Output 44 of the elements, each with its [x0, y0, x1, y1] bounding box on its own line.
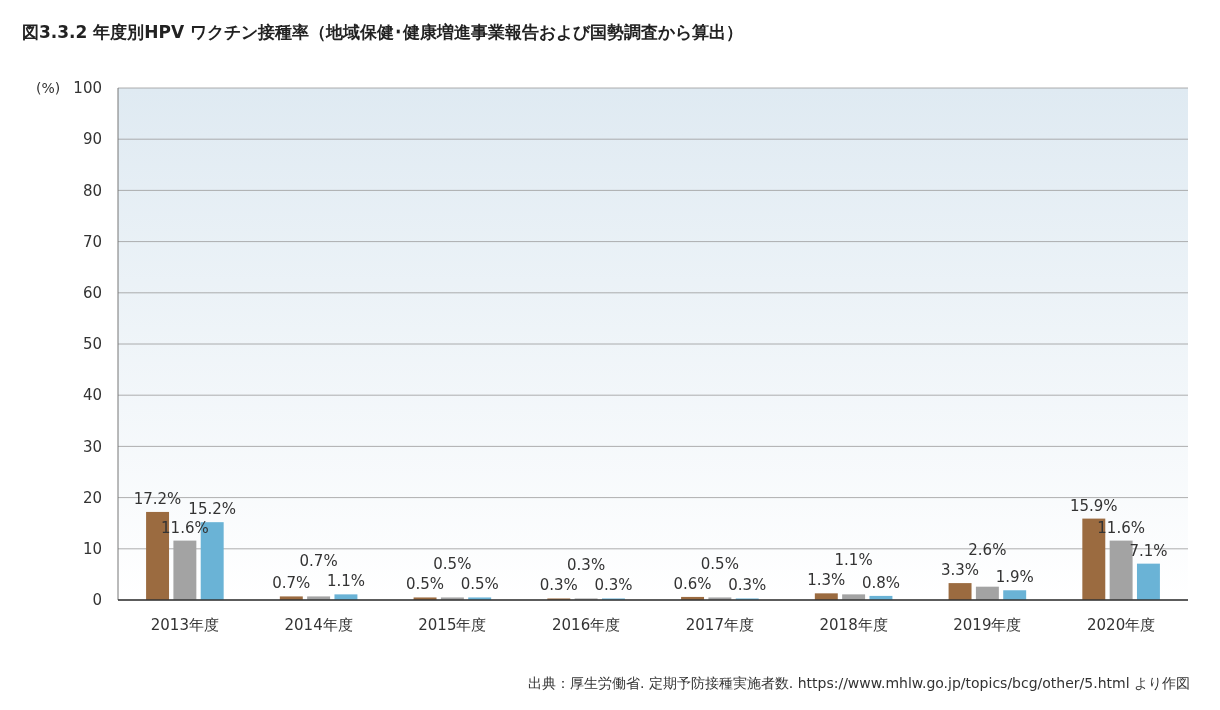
data-label: 0.5% [406, 575, 445, 594]
y-tick-label: 30 [82, 437, 102, 456]
x-tick-label: 2014年度 [284, 616, 353, 634]
y-tick-label: 20 [82, 488, 102, 507]
x-tick-label: 2017年度 [685, 616, 754, 634]
x-tick-label: 2019年度 [953, 616, 1022, 634]
data-label: 0.3% [728, 576, 767, 595]
data-label: 17.2% [133, 489, 182, 508]
data-label: 0.3% [567, 556, 606, 575]
y-tick-label: 80 [82, 181, 102, 200]
y-tick-label: 90 [82, 130, 102, 149]
data-label: 0.5% [433, 555, 472, 574]
y-tick-label: 10 [82, 540, 102, 559]
data-label: 0.7% [272, 574, 311, 593]
x-tick-label: 2016年度 [552, 616, 621, 634]
y-tick-label: 0 [92, 591, 102, 610]
data-label: 1.3% [807, 571, 846, 590]
source-note: 出典：厚生労働省. 定期予防接種実施者数. https://www.mhlw.go.jp/topics/bcg/other/5.html より作図 [527, 675, 1190, 691]
y-axis-title: (%) [36, 79, 61, 96]
x-tick-label: 2013年度 [150, 616, 219, 634]
data-label: 0.5% [700, 554, 739, 573]
y-tick-label: 40 [82, 386, 102, 405]
x-tick-label: 2020年度 [1087, 616, 1156, 634]
data-label: 2.6% [968, 541, 1007, 560]
data-label: 0.6% [673, 574, 712, 593]
y-tick-label: 50 [82, 335, 102, 354]
y-tick-label: 100 [73, 79, 102, 98]
data-label: 1.1% [326, 572, 365, 591]
data-label: 0.7% [299, 552, 338, 571]
y-tick-label: 60 [82, 284, 102, 303]
data-label: 15.2% [188, 500, 237, 519]
x-tick-label: 2015年度 [418, 616, 487, 634]
data-label: 0.3% [594, 576, 633, 595]
data-label: 15.9% [1069, 496, 1118, 515]
x-tick-label: 2018年度 [819, 616, 888, 634]
chart-title: 図3.3.2 年度別HPV ワクチン接種率（地域保健･健康増進事業報告および国勢調査から算出） [22, 22, 744, 42]
data-label: 0.8% [861, 573, 900, 592]
data-label: 0.3% [539, 576, 578, 595]
y-tick-label: 70 [82, 232, 102, 251]
data-label: 1.9% [995, 568, 1034, 587]
data-label: 1.1% [834, 551, 873, 570]
data-label: 3.3% [941, 561, 980, 580]
data-label: 7.1% [1129, 541, 1168, 560]
data-label: 0.5% [460, 575, 499, 594]
